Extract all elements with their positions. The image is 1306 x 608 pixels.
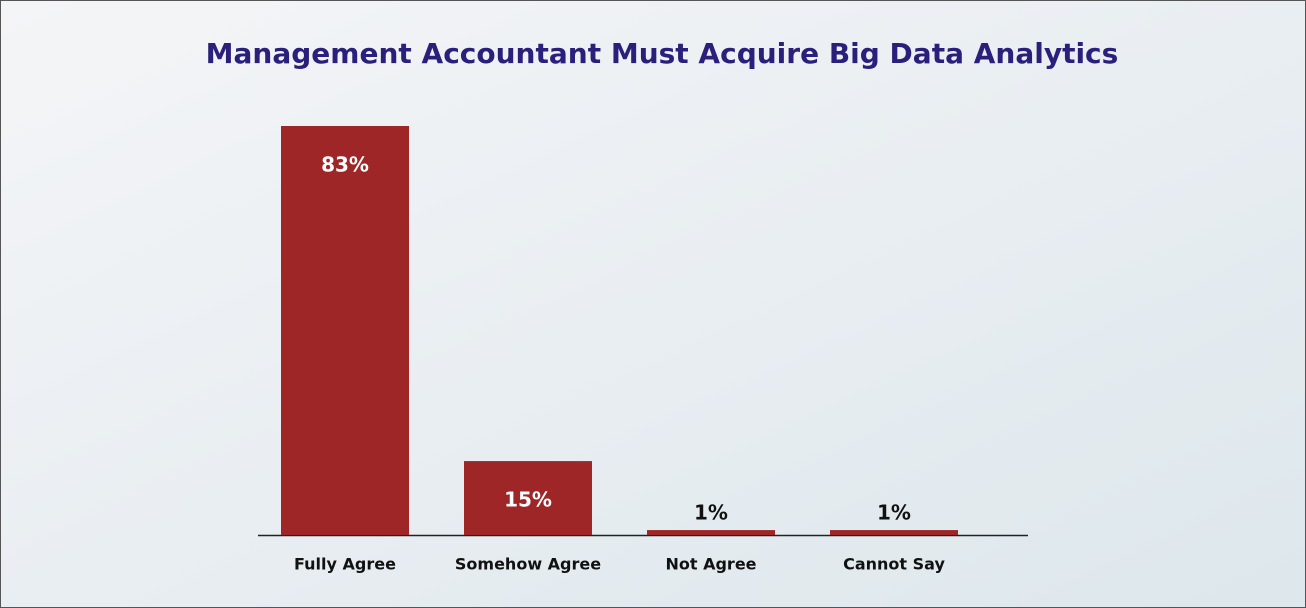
x-tick-label: Fully Agree <box>294 555 396 574</box>
value-label: 1% <box>877 501 911 525</box>
x-tick-label: Somehow Agree <box>455 555 601 574</box>
value-label: 15% <box>504 488 552 512</box>
value-label: 1% <box>694 501 728 525</box>
page: {"chart_data": {"type": "bar", "title": … <box>0 0 1306 608</box>
value-label: 83% <box>321 153 369 177</box>
bar <box>830 530 958 535</box>
bar <box>647 530 775 535</box>
x-tick-label: Cannot Say <box>843 555 945 574</box>
background <box>0 0 1306 608</box>
bar <box>281 126 409 535</box>
chart: Management Accountant Must Acquire Big D… <box>0 0 1306 608</box>
chart-title: Management Accountant Must Acquire Big D… <box>206 37 1119 70</box>
x-tick-label: Not Agree <box>665 555 756 574</box>
